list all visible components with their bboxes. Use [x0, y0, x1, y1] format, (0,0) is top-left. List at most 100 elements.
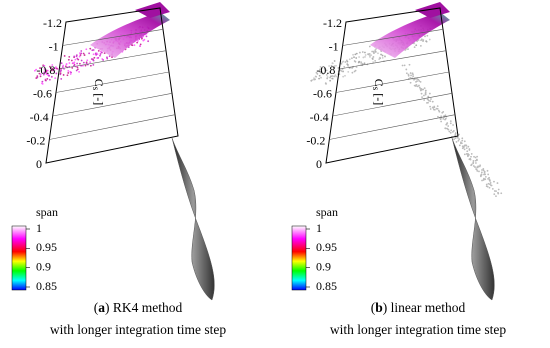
trajectory-point	[407, 73, 410, 76]
caption-label: a	[98, 300, 105, 315]
trajectory-point	[432, 107, 435, 109]
trajectory-point	[360, 63, 363, 66]
trajectory-point	[368, 54, 371, 56]
trajectory-point	[442, 117, 445, 120]
trajectory-point	[455, 141, 458, 143]
trajectory-point	[424, 35, 426, 38]
trajectory-point	[465, 153, 468, 155]
tick-label: -0.8	[316, 63, 335, 77]
blade	[451, 137, 495, 301]
caption-paren: (	[94, 300, 99, 315]
trajectory-point	[328, 65, 331, 67]
trajectory-point	[74, 58, 77, 61]
trajectory-point	[424, 91, 427, 94]
trajectory-point	[495, 195, 497, 198]
trajectory-point	[472, 165, 475, 167]
trajectory-point	[374, 50, 377, 53]
trajectory-point	[364, 54, 367, 56]
trajectory-point	[88, 52, 91, 55]
trajectory-point	[55, 72, 58, 75]
trajectory-point	[453, 138, 455, 141]
trajectory-point	[93, 56, 96, 59]
axis-subscript: s	[371, 87, 381, 91]
trajectory-point	[60, 78, 63, 80]
axis-label: Cs [-]	[91, 79, 106, 106]
trajectory-point	[431, 100, 434, 103]
trajectory-point	[430, 98, 432, 100]
tick-label: -1	[329, 39, 339, 53]
trajectory-point	[409, 72, 412, 74]
trajectory-point	[63, 68, 66, 70]
trajectory-point	[445, 123, 448, 126]
trajectory-point	[427, 99, 430, 102]
trajectory-point	[420, 92, 423, 95]
trajectory-point	[465, 147, 468, 150]
caption: (b) linear method	[371, 300, 466, 315]
trajectory-point	[106, 56, 108, 59]
trajectory-point	[85, 61, 88, 64]
trajectory-point	[67, 70, 70, 72]
trajectory-point	[59, 72, 62, 75]
trajectory-point	[92, 63, 95, 66]
trajectory-point	[332, 66, 335, 68]
caption-paren: )	[383, 300, 391, 315]
trajectory-point	[374, 60, 377, 62]
trajectory-point	[95, 53, 98, 56]
plot-box	[45, 7, 179, 164]
trajectory-point	[374, 49, 377, 51]
trajectory-point	[409, 81, 412, 84]
trajectory-point	[63, 55, 66, 57]
trajectory-point	[44, 79, 47, 82]
trajectory-point	[315, 75, 318, 78]
trajectory-point	[447, 128, 450, 131]
colorbar-label: 0.9	[36, 259, 51, 273]
trajectory-point	[413, 46, 416, 48]
trajectory-point	[487, 173, 490, 176]
grid-line	[335, 71, 450, 93]
trajectory-point	[92, 49, 95, 51]
trajectory-point	[319, 68, 321, 71]
trajectory-point	[39, 73, 42, 76]
trajectory-point	[353, 56, 355, 59]
trajectory-point	[433, 108, 436, 111]
trajectory-point	[444, 117, 447, 120]
trajectory-point	[78, 62, 81, 65]
trajectory-point	[313, 77, 315, 79]
blade	[171, 137, 215, 301]
trajectory-point	[451, 131, 454, 133]
trajectory-point	[344, 61, 347, 63]
trajectory-point	[73, 64, 75, 67]
trajectory-point	[364, 56, 366, 58]
trajectory-point	[371, 50, 374, 53]
trajectory-point	[475, 168, 477, 170]
trajectory-point	[78, 55, 81, 58]
trajectory-point	[102, 59, 105, 61]
trajectory-point	[99, 53, 102, 55]
trajectory-point	[43, 71, 45, 74]
trajectory-point	[423, 99, 426, 101]
trajectory-point	[351, 67, 353, 69]
trajectory-point	[414, 84, 417, 87]
trajectory-point	[82, 52, 85, 55]
trajectory-point	[429, 100, 432, 103]
trajectory-point	[319, 65, 322, 68]
trajectory-point	[85, 48, 88, 51]
trajectory-point	[489, 180, 491, 182]
trajectory-point	[97, 49, 100, 52]
trajectory-point	[470, 155, 472, 158]
tick-label: -1.2	[323, 16, 342, 30]
trajectory-point	[60, 69, 62, 72]
trajectory-point	[363, 62, 366, 65]
tick-label: -0.6	[313, 86, 332, 100]
trajectory-point	[352, 53, 354, 56]
trajectory-point	[427, 98, 429, 101]
trajectory-point	[54, 67, 57, 70]
surface	[415, 2, 450, 18]
trajectory-point	[329, 79, 332, 82]
trajectory-point	[324, 82, 327, 84]
trajectory-point	[97, 56, 100, 59]
caption-line: with longer integration time step	[330, 322, 506, 337]
trajectory-point	[419, 88, 422, 90]
trajectory-point	[347, 70, 350, 73]
